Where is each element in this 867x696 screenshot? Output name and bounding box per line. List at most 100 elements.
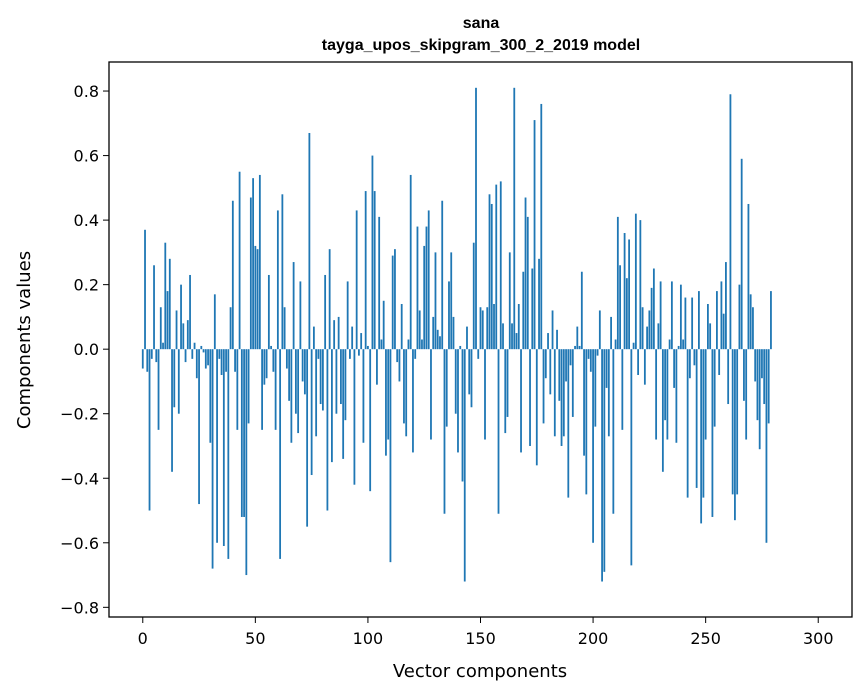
bar [603,349,606,572]
bar [157,349,160,430]
bar [661,349,664,472]
bar [470,349,473,408]
bar [457,349,459,453]
bar [443,349,446,514]
bar [308,132,311,350]
bar [441,200,444,350]
bar [540,103,543,350]
bar [195,349,198,379]
bar [711,349,714,517]
bar [596,349,599,356]
bar [355,210,358,350]
bar [141,349,144,369]
bar [551,310,554,350]
bar [657,323,660,350]
bar [331,349,333,463]
y-tick-label: 0.2 [74,276,99,295]
bar [391,255,394,350]
bar [229,307,232,350]
bar [670,281,673,350]
bar [312,326,315,350]
bar [236,349,239,430]
bar [290,349,293,443]
bar [616,216,619,350]
bar [364,191,367,350]
bar [508,252,511,350]
bar [412,349,414,453]
bar [547,333,549,350]
bar [549,349,552,395]
bar [623,233,626,350]
bar [731,349,734,495]
bar [430,349,432,440]
bar [396,349,399,363]
bar [698,291,700,350]
bar [414,349,417,359]
bar [752,307,754,350]
bar [621,349,624,430]
bar [743,349,745,401]
bar [614,339,617,350]
bar [189,274,191,350]
bar [713,349,716,427]
bar [283,307,286,350]
bar [641,307,644,350]
bar [634,213,637,350]
bar [202,349,205,353]
bar [666,349,669,440]
bar [292,262,295,350]
bar [765,349,768,543]
bar [677,345,680,350]
y-tick-label: 0.8 [74,82,99,101]
bar [553,349,556,437]
bar [351,326,354,350]
bar [398,349,401,382]
bar [481,310,484,350]
bars-group [141,87,772,582]
y-axis-ticks: −0.8 −0.6 −0.4 −0.2 0.0 0.2 0.4 0.6 0.8 [60,82,109,617]
bar [200,345,203,350]
bar [434,252,437,350]
bar [637,349,640,375]
x-axis-ticks: 0 50 100 150 200 250 300 [138,617,834,648]
bar [171,349,173,472]
bar [324,274,327,350]
bar [144,229,146,350]
chart-subtitle: tayga_upos_skipgram_300_2_2019 model [322,37,640,54]
bar [646,326,649,350]
bar [245,349,248,576]
bar [749,294,752,350]
bar [193,342,196,350]
bar [691,297,694,350]
bar [589,349,592,372]
bar [369,349,372,492]
bar [612,349,615,514]
bar [272,349,275,372]
bar [477,349,480,359]
bar [258,174,261,350]
bar [148,349,151,511]
bar [544,349,547,379]
bar [587,349,590,359]
bar [454,349,457,414]
bar [243,349,245,517]
bar [488,194,491,350]
bar [162,342,164,350]
bar [279,349,282,559]
bar [479,307,482,350]
bar [403,349,405,424]
bar [337,316,340,350]
bar [418,310,421,350]
bar [484,349,486,440]
bar [459,345,462,350]
y-tick-label: −0.2 [60,405,99,424]
bar [630,349,633,566]
bar [727,349,730,405]
bar [238,171,241,350]
bar [240,349,243,517]
bar [371,155,374,350]
bar [601,349,603,582]
bar [565,349,567,382]
bar [517,304,520,350]
bar [722,313,725,350]
